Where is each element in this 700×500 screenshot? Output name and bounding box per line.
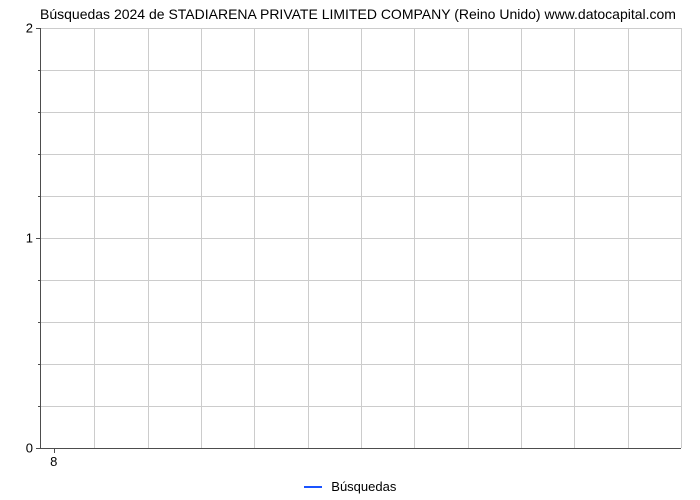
- y-tick-label: 2: [26, 21, 41, 36]
- vertical-gridline: [254, 28, 255, 448]
- chart-title: Búsquedas 2024 de STADIARENA PRIVATE LIM…: [40, 6, 690, 22]
- y-minor-tick: [38, 154, 41, 155]
- vertical-gridline: [148, 28, 149, 448]
- vertical-gridline: [361, 28, 362, 448]
- y-tick-label: 1: [26, 231, 41, 246]
- plot-area: 0128: [40, 28, 681, 449]
- y-minor-tick: [38, 196, 41, 197]
- vertical-gridline: [308, 28, 309, 448]
- vertical-gridline: [574, 28, 575, 448]
- vertical-gridline: [201, 28, 202, 448]
- vertical-gridline: [414, 28, 415, 448]
- y-minor-tick: [38, 70, 41, 71]
- y-minor-tick: [38, 406, 41, 407]
- vertical-gridline: [521, 28, 522, 448]
- vertical-gridline: [468, 28, 469, 448]
- chart-container: Búsquedas 2024 de STADIARENA PRIVATE LIM…: [0, 0, 700, 500]
- y-minor-tick: [38, 322, 41, 323]
- vertical-gridline: [94, 28, 95, 448]
- legend-label: Búsquedas: [331, 479, 396, 494]
- y-tick-label: 0: [26, 441, 41, 456]
- y-minor-tick: [38, 364, 41, 365]
- x-tick-label: 8: [50, 448, 57, 469]
- vertical-gridline: [628, 28, 629, 448]
- legend-swatch: [304, 486, 322, 488]
- y-minor-tick: [38, 112, 41, 113]
- legend: Búsquedas: [0, 478, 700, 494]
- y-minor-tick: [38, 280, 41, 281]
- vertical-gridline: [681, 28, 682, 448]
